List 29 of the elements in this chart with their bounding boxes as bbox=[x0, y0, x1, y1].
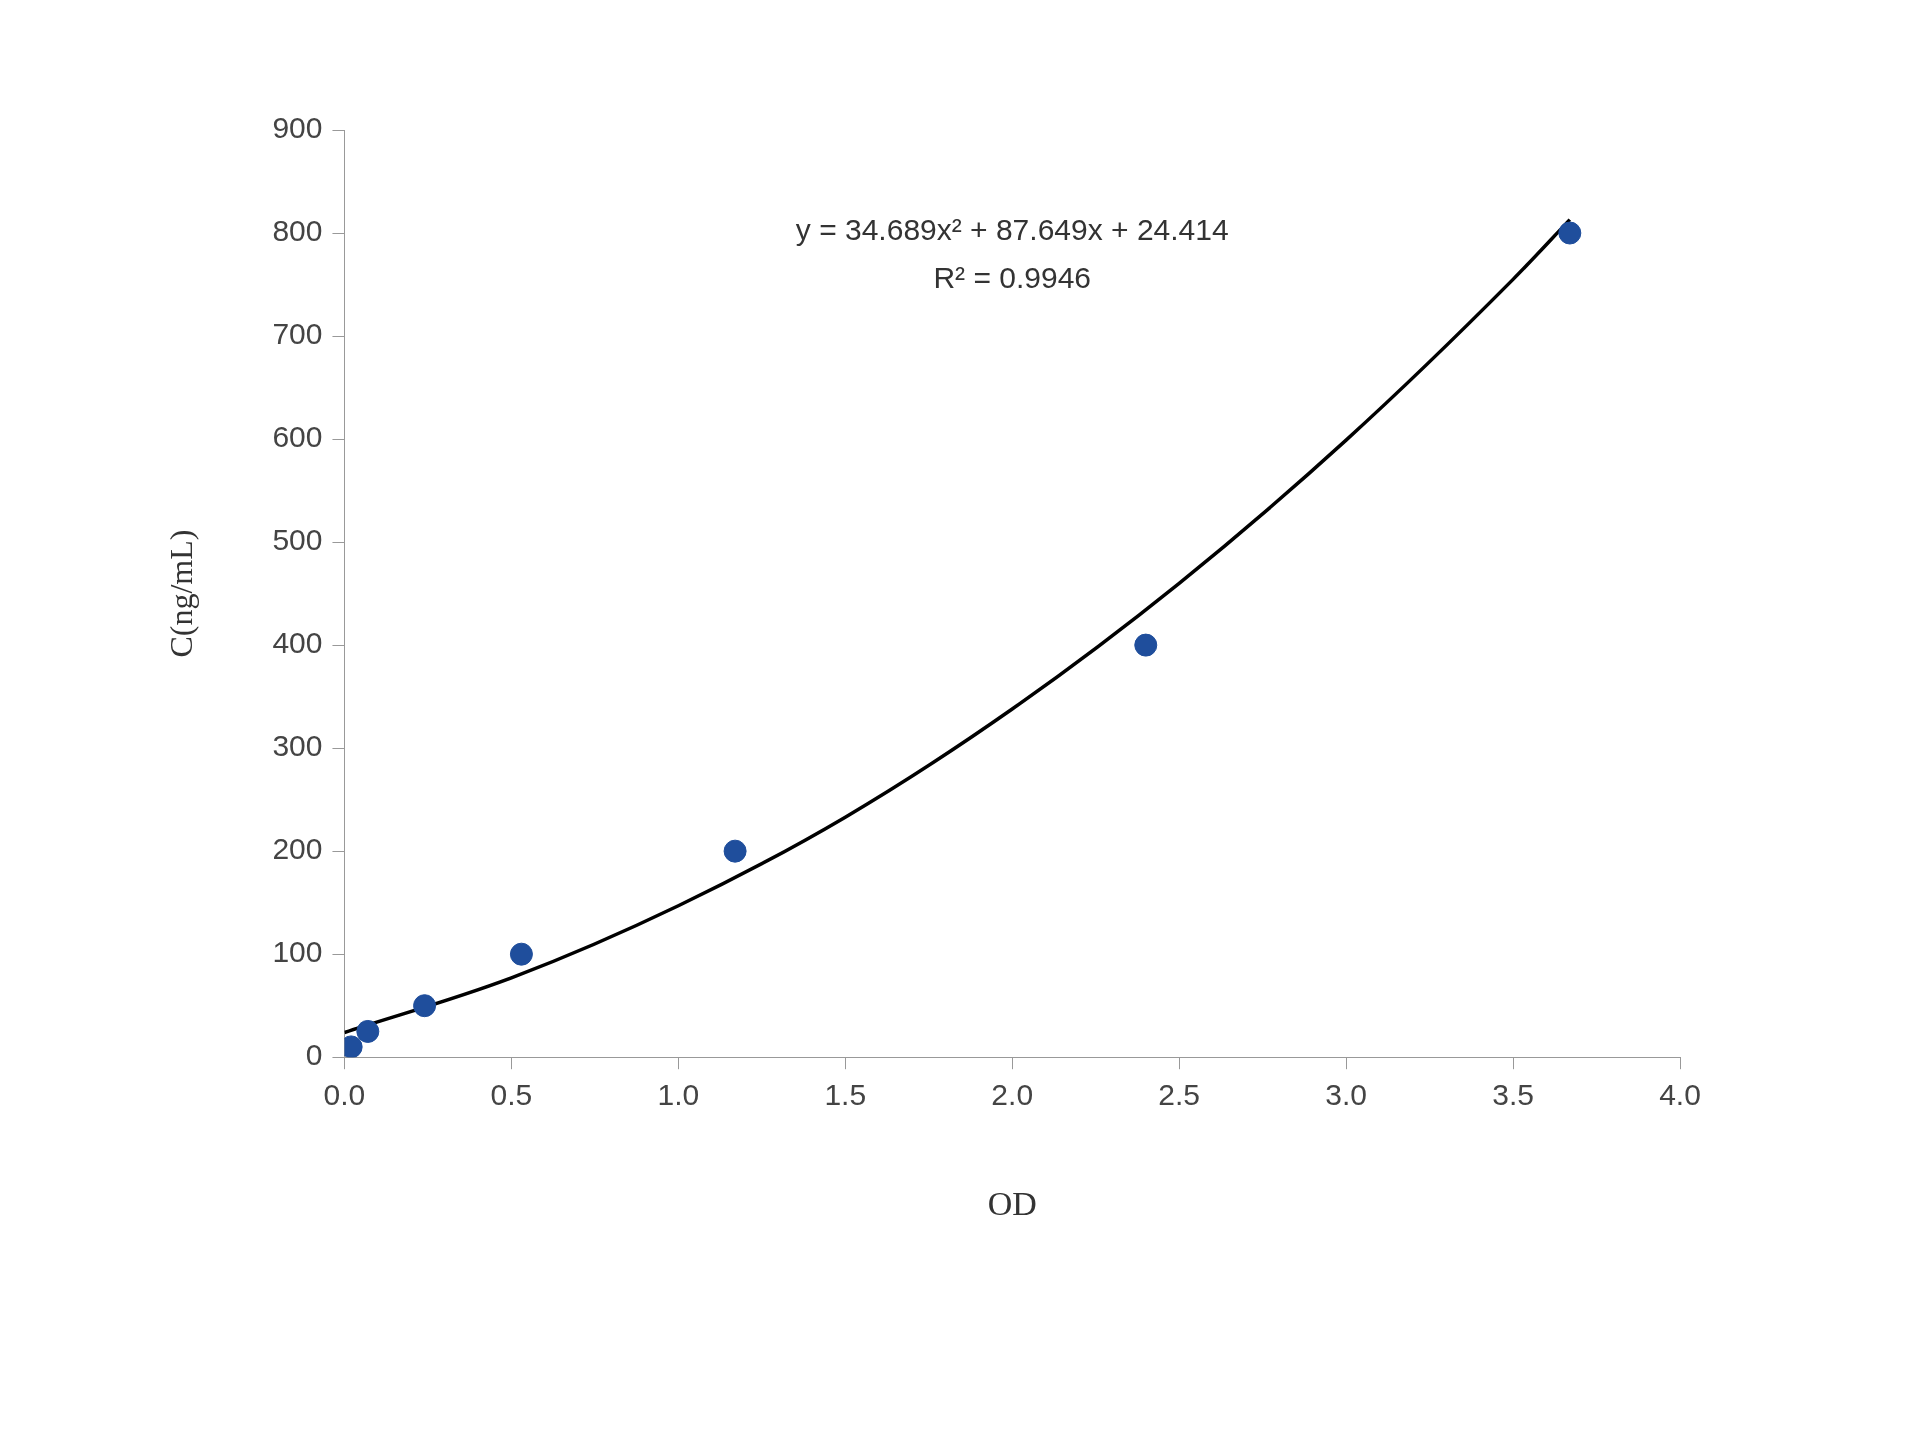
x-tick-label: 2.0 bbox=[991, 1078, 1034, 1112]
annotation: y = 34.689x² + 87.649x + 24.414 bbox=[795, 213, 1229, 246]
y-tick-label: 600 bbox=[272, 420, 323, 454]
x-tick-label: 0.0 bbox=[323, 1078, 366, 1112]
point bbox=[356, 1019, 380, 1043]
x-tick-label: 1.0 bbox=[657, 1078, 700, 1112]
y-tick-label: 500 bbox=[272, 523, 323, 557]
y-tick-label: 0 bbox=[305, 1038, 323, 1072]
x-axis-title: OD bbox=[987, 1184, 1037, 1222]
point bbox=[723, 839, 747, 863]
x-tick-label: 4.0 bbox=[1659, 1078, 1701, 1112]
y-tick-label: 200 bbox=[272, 832, 323, 866]
annotation: R² = 0.9946 bbox=[933, 261, 1092, 294]
y-tick-label: 400 bbox=[272, 626, 323, 660]
x-tick-label: 3.5 bbox=[1492, 1078, 1534, 1112]
point bbox=[1134, 633, 1158, 657]
y-tick-label: 100 bbox=[272, 935, 323, 969]
y-axis-title: C(ng/mL) bbox=[162, 529, 199, 658]
y-tick-label: 800 bbox=[272, 214, 323, 248]
point bbox=[413, 994, 437, 1018]
y-tick-label: 300 bbox=[272, 729, 323, 763]
point bbox=[509, 942, 533, 966]
point bbox=[1558, 221, 1582, 245]
x-tick-label: 2.5 bbox=[1158, 1078, 1201, 1112]
x-tick-label: 0.5 bbox=[490, 1078, 533, 1112]
y-tick-label: 700 bbox=[272, 317, 323, 351]
y-tick-label: 900 bbox=[272, 111, 323, 145]
x-tick-label: 1.5 bbox=[824, 1078, 867, 1112]
x-tick-label: 3.0 bbox=[1325, 1078, 1367, 1112]
